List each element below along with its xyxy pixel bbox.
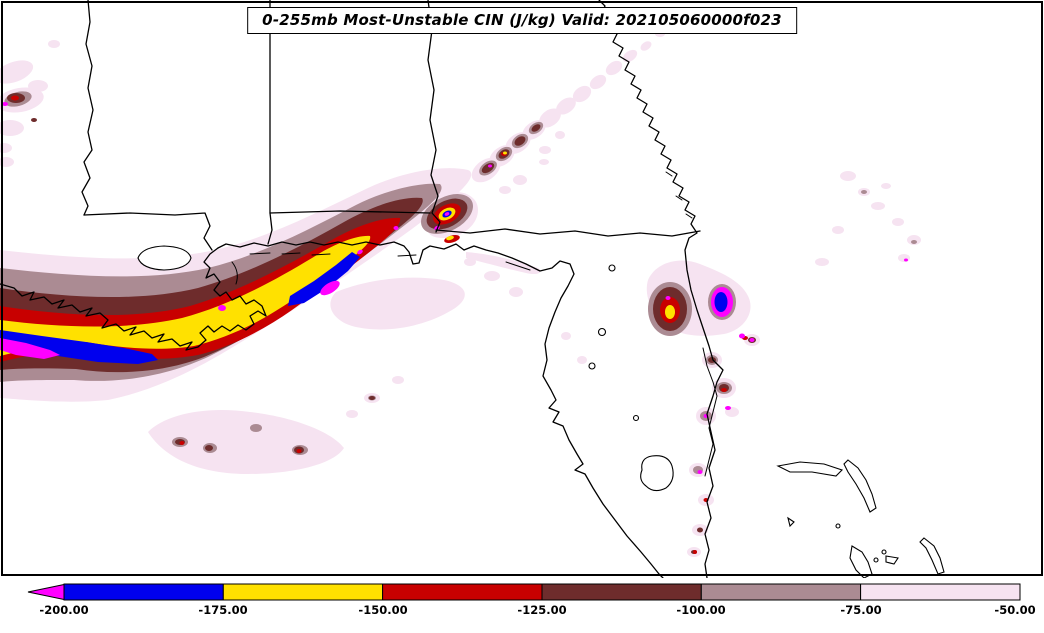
map-title: 0-255mb Most-Unstable CIN (J/kg) Valid: … xyxy=(247,7,797,34)
cin-contours-magenta xyxy=(0,102,908,474)
colorbar-segment-yellow xyxy=(222,583,384,601)
florida-lake xyxy=(608,264,616,272)
state-border-al-ga xyxy=(427,0,441,233)
plot-frame xyxy=(1,1,1043,576)
louisiana-coastline xyxy=(0,247,267,351)
lake-pontchartrain xyxy=(137,245,192,271)
andros-island xyxy=(849,545,873,578)
state-border-la-ms xyxy=(83,212,213,251)
colorbar-segment-blue xyxy=(63,583,224,601)
state-borders xyxy=(81,0,701,251)
florida-east-coastline xyxy=(598,0,724,578)
state-border-al-fl xyxy=(269,210,431,214)
lake-okeechobee xyxy=(640,455,674,492)
colorbar-segment-red xyxy=(382,583,543,601)
cin-contours-blue xyxy=(0,210,452,364)
state-border-ms-al xyxy=(267,0,273,245)
colorbar-segment-mauve xyxy=(700,583,862,601)
florida-lake xyxy=(632,414,640,422)
colorbar-tick-label: -175.00 xyxy=(198,603,248,617)
colorbar-tick-label: -150.00 xyxy=(358,603,408,617)
florida-lake xyxy=(588,362,596,370)
colorbar xyxy=(27,583,1021,601)
colorbar-tick-label: -200.00 xyxy=(39,603,89,617)
colorbar-segment-pale xyxy=(860,583,1021,601)
abaco-island xyxy=(843,459,877,513)
indian-river-lagoon xyxy=(702,347,718,477)
coastlines xyxy=(0,0,724,578)
gulf-coastline xyxy=(217,241,664,578)
map-canvas xyxy=(0,0,1043,578)
colorbar-tick-label: -100.00 xyxy=(676,603,726,617)
colorbar-arrow-below-min xyxy=(27,583,65,601)
colorbar-tick-label: -50.00 xyxy=(994,603,1036,617)
eleuthera-island xyxy=(919,537,945,575)
florida-lake xyxy=(597,327,607,337)
state-border-ga-fl xyxy=(435,228,701,237)
state-border-mississippi-river xyxy=(81,0,94,216)
colorbar-tick-label: -125.00 xyxy=(517,603,567,617)
grand-bahama-island xyxy=(776,461,844,477)
colorbar-segment-maroon xyxy=(541,583,702,601)
cin-contours-mauve xyxy=(0,91,917,474)
colorbar-tick-label: -75.00 xyxy=(840,603,882,617)
